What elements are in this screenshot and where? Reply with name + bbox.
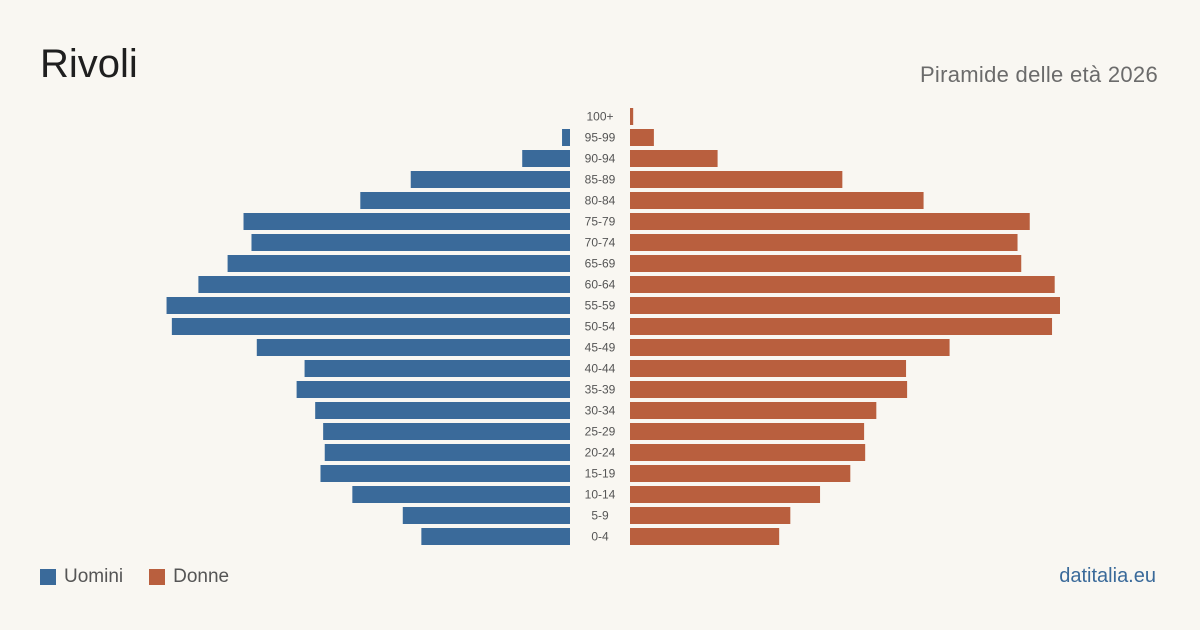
bar-women-85-89	[630, 171, 843, 188]
bar-men-15-19	[320, 465, 570, 482]
legend-label-women: Donne	[173, 566, 230, 587]
age-label-15-19: 15-19	[585, 467, 616, 481]
bar-men-95-99	[562, 129, 570, 146]
bar-women-70-74	[630, 234, 1018, 251]
legend: Uomini Donne	[40, 566, 255, 588]
bar-women-35-39	[630, 381, 908, 398]
bar-men-45-49	[256, 339, 570, 356]
age-label-100+: 100+	[586, 110, 613, 124]
bar-men-75-79	[243, 213, 570, 230]
bar-women-100+	[630, 108, 634, 125]
bar-men-85-89	[410, 171, 570, 188]
bar-men-5-9	[402, 507, 570, 524]
age-label-95-99: 95-99	[585, 131, 616, 145]
bar-men-25-29	[323, 423, 570, 440]
age-label-85-89: 85-89	[585, 173, 616, 187]
age-label-10-14: 10-14	[585, 488, 616, 502]
bar-men-55-59	[166, 297, 570, 314]
age-label-35-39: 35-39	[585, 383, 616, 397]
age-label-45-49: 45-49	[585, 341, 616, 355]
bar-men-40-44	[304, 360, 570, 377]
legend-label-men: Uomini	[64, 566, 124, 587]
age-label-90-94: 90-94	[585, 152, 616, 166]
bar-women-45-49	[630, 339, 950, 356]
bar-women-20-24	[630, 444, 866, 461]
bar-women-30-34	[630, 402, 877, 419]
legend-item-women: Donne	[149, 566, 229, 588]
bar-men-50-54	[171, 318, 570, 335]
age-label-75-79: 75-79	[585, 215, 616, 229]
age-label-50-54: 50-54	[585, 320, 616, 334]
bar-women-15-19	[630, 465, 851, 482]
age-label-70-74: 70-74	[585, 236, 616, 250]
bar-women-60-64	[630, 276, 1055, 293]
bar-women-10-14	[630, 486, 821, 503]
bar-women-75-79	[630, 213, 1030, 230]
age-label-65-69: 65-69	[585, 257, 616, 271]
age-label-30-34: 30-34	[585, 404, 616, 418]
chart-subtitle: Piramide delle età 2026	[919, 62, 1158, 87]
age-label-0-4: 0-4	[591, 530, 609, 544]
bar-men-60-64	[198, 276, 570, 293]
bar-men-20-24	[324, 444, 570, 461]
bar-women-40-44	[630, 360, 907, 377]
bar-women-65-69	[630, 255, 1022, 272]
bar-men-90-94	[522, 150, 570, 167]
legend-item-men: Uomini	[40, 566, 123, 588]
bar-women-80-84	[630, 192, 924, 209]
bar-men-65-69	[227, 255, 570, 272]
age-label-25-29: 25-29	[585, 425, 616, 439]
bar-men-80-84	[360, 192, 570, 209]
age-label-60-64: 60-64	[585, 278, 616, 292]
bar-women-55-59	[630, 297, 1060, 314]
bar-women-50-54	[630, 318, 1053, 335]
bar-men-0-4	[421, 528, 570, 545]
bar-men-30-34	[315, 402, 570, 419]
bar-women-95-99	[630, 129, 654, 146]
brand-link[interactable]: datitalia.eu	[1059, 565, 1156, 587]
legend-swatch-men	[40, 569, 56, 585]
legend-swatch-women	[149, 569, 166, 585]
bar-women-0-4	[630, 528, 780, 545]
bar-women-90-94	[630, 150, 718, 167]
age-label-40-44: 40-44	[585, 362, 616, 376]
bar-women-5-9	[630, 507, 791, 524]
age-label-80-84: 80-84	[585, 194, 616, 208]
age-label-5-9: 5-9	[591, 509, 609, 523]
bar-women-25-29	[630, 423, 865, 440]
age-label-20-24: 20-24	[585, 446, 616, 460]
bar-men-10-14	[352, 486, 570, 503]
bar-men-70-74	[251, 234, 570, 251]
page-title: Rivoli	[40, 42, 138, 86]
age-label-55-59: 55-59	[585, 299, 616, 313]
bar-men-35-39	[296, 381, 570, 398]
